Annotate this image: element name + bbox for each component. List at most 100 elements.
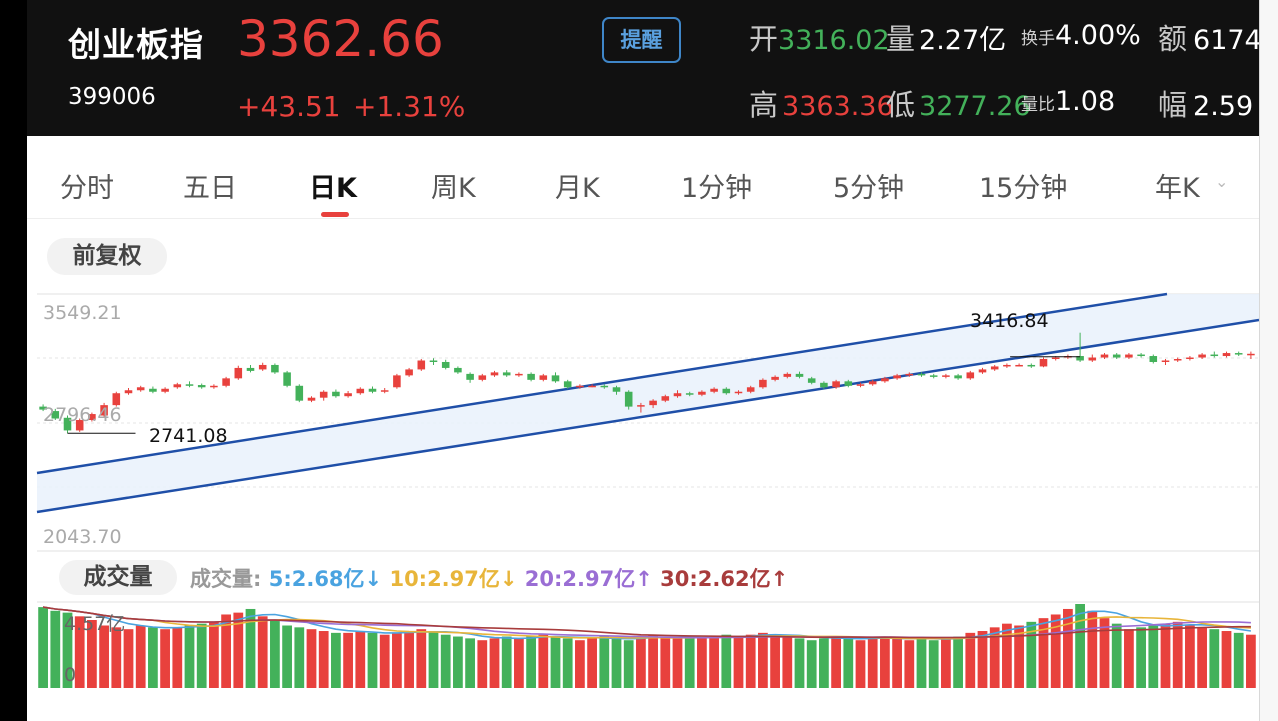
volume-max-label: 4.57亿 (64, 613, 126, 635)
volume-bar (74, 616, 85, 688)
candle-body (710, 388, 718, 392)
volume-bar (87, 619, 97, 688)
candle-body (368, 388, 377, 392)
volume-bar (733, 636, 744, 688)
candle-body (185, 384, 194, 386)
volume-bar (355, 631, 366, 688)
candle (1210, 351, 1219, 358)
candle-body (1161, 360, 1170, 362)
quote-header: 创业板指 399006 3362.66 +43.51 +1.31% 提醒 开33… (27, 0, 1259, 136)
candle-body (1149, 356, 1158, 362)
candle-body (1112, 354, 1121, 358)
candle-body (844, 381, 853, 386)
candle (527, 372, 535, 382)
tab-intraday[interactable]: 分时 (60, 173, 114, 204)
candle (1149, 354, 1158, 364)
candle-body (75, 420, 84, 431)
candle-body (893, 375, 901, 379)
candle-body (588, 385, 596, 388)
candle-body (441, 361, 450, 368)
candle-body (515, 373, 523, 376)
period-tabs: 分时 五日 日K 周K 月K 1分钟 5分钟 15分钟 年K ⌄ (27, 150, 1259, 219)
candle-body (393, 375, 401, 388)
tab-15min[interactable]: 15分钟 (979, 173, 1068, 204)
tab-five-day[interactable]: 五日 (183, 173, 237, 204)
volume-bar (892, 638, 902, 688)
stat-open-value: 3316.02 (778, 25, 890, 56)
candle-body (1125, 354, 1133, 358)
candle (588, 384, 596, 388)
volume-bar (392, 632, 402, 688)
candle (136, 385, 145, 392)
volume-bar (684, 636, 695, 688)
candle-body (63, 417, 72, 431)
tab-weekly-k[interactable]: 周K (431, 173, 476, 204)
candle (368, 386, 377, 394)
candle (466, 372, 474, 383)
volume-ma-legend: 成交量: 5:2.68亿↓ 10:2.97亿↓ 20:2.97亿↑ 30:2.6… (190, 563, 788, 593)
volume-bar (343, 632, 353, 688)
candle-body (1137, 354, 1145, 357)
tab-yearly-k[interactable]: 年K (1155, 173, 1200, 204)
tab-monthly-k[interactable]: 月K (555, 173, 600, 204)
candle-body (1234, 353, 1243, 355)
volume-bar (282, 625, 292, 688)
stat-low-value: 3277.26 (919, 91, 1031, 122)
tab-1min[interactable]: 1分钟 (681, 173, 753, 204)
volume-bar (1197, 627, 1207, 688)
candle (246, 364, 255, 373)
volume-bar (697, 638, 707, 688)
adjust-mode-button[interactable]: 前复权 (47, 238, 167, 275)
volume-bar (709, 636, 719, 688)
stat-low-label: 低 (886, 88, 916, 122)
active-tab-indicator (321, 212, 349, 217)
volume-bar (623, 640, 634, 688)
stat-low: 低 3277.26 (886, 82, 1031, 124)
tab-daily-k[interactable]: 日K (309, 173, 357, 204)
candle (161, 387, 169, 394)
candle-body (795, 373, 804, 377)
candle (734, 390, 743, 395)
y-axis-bottom-label: 2043.70 (43, 526, 122, 548)
volume-bar (806, 640, 817, 688)
candle-body (661, 396, 670, 401)
candle (551, 372, 560, 383)
candle (124, 388, 133, 395)
candle (966, 370, 975, 380)
candle-body (600, 385, 609, 388)
volume-chart[interactable] (27, 600, 1259, 692)
volume-bar (489, 638, 500, 688)
candle-body (698, 391, 706, 395)
candle (393, 373, 401, 389)
candle (1234, 351, 1243, 357)
candle-body (246, 367, 255, 371)
kline-chart[interactable] (27, 280, 1259, 552)
candle-body (1100, 354, 1109, 358)
volume-bar (123, 629, 134, 688)
candle-body (210, 385, 218, 388)
volume-bar (648, 634, 658, 688)
stat-turnover-label: 换手 (1021, 29, 1055, 49)
candle-body (161, 388, 169, 392)
tab-5min[interactable]: 5分钟 (833, 173, 905, 204)
candle-body (197, 385, 206, 388)
candle (307, 396, 316, 403)
candle-body (929, 375, 938, 377)
price-change: +43.51 (237, 90, 341, 123)
candle-body (1039, 359, 1048, 367)
candle (210, 384, 218, 389)
candle (685, 391, 694, 397)
volume-title[interactable]: 成交量 (59, 560, 177, 595)
alert-button[interactable]: 提醒 (602, 17, 681, 63)
volume-bar (111, 627, 122, 688)
volume-bar (1063, 608, 1073, 688)
volume-bar (172, 627, 183, 688)
candle (1247, 351, 1255, 360)
volume-bar (611, 638, 622, 688)
stat-high-label: 高 (749, 88, 779, 122)
chevron-down-icon[interactable]: ⌄ (1215, 172, 1229, 191)
volume-bar (196, 623, 207, 688)
volume-ma10: 10:2.97亿↓ (389, 567, 518, 591)
candle-body (820, 382, 828, 388)
volume-bar (1221, 631, 1232, 688)
